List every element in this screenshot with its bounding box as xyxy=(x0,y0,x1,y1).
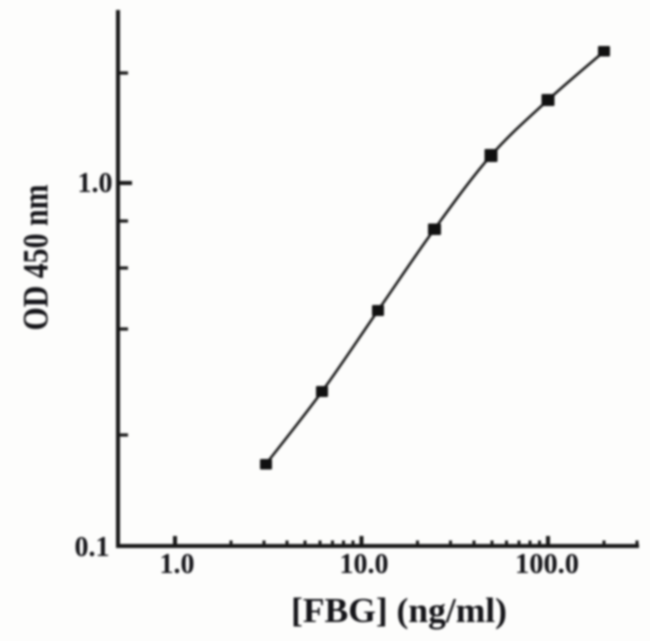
svg-text:10.0: 10.0 xyxy=(340,549,389,580)
svg-text:[FBG] (ng/ml): [FBG] (ng/ml) xyxy=(291,591,507,630)
svg-text:1.0: 1.0 xyxy=(160,549,195,580)
svg-text:100.0: 100.0 xyxy=(515,549,579,580)
svg-text:0.1: 0.1 xyxy=(75,532,110,563)
svg-text:OD 450 nm: OD 450 nm xyxy=(16,184,56,330)
svg-text:1.0: 1.0 xyxy=(78,168,113,199)
